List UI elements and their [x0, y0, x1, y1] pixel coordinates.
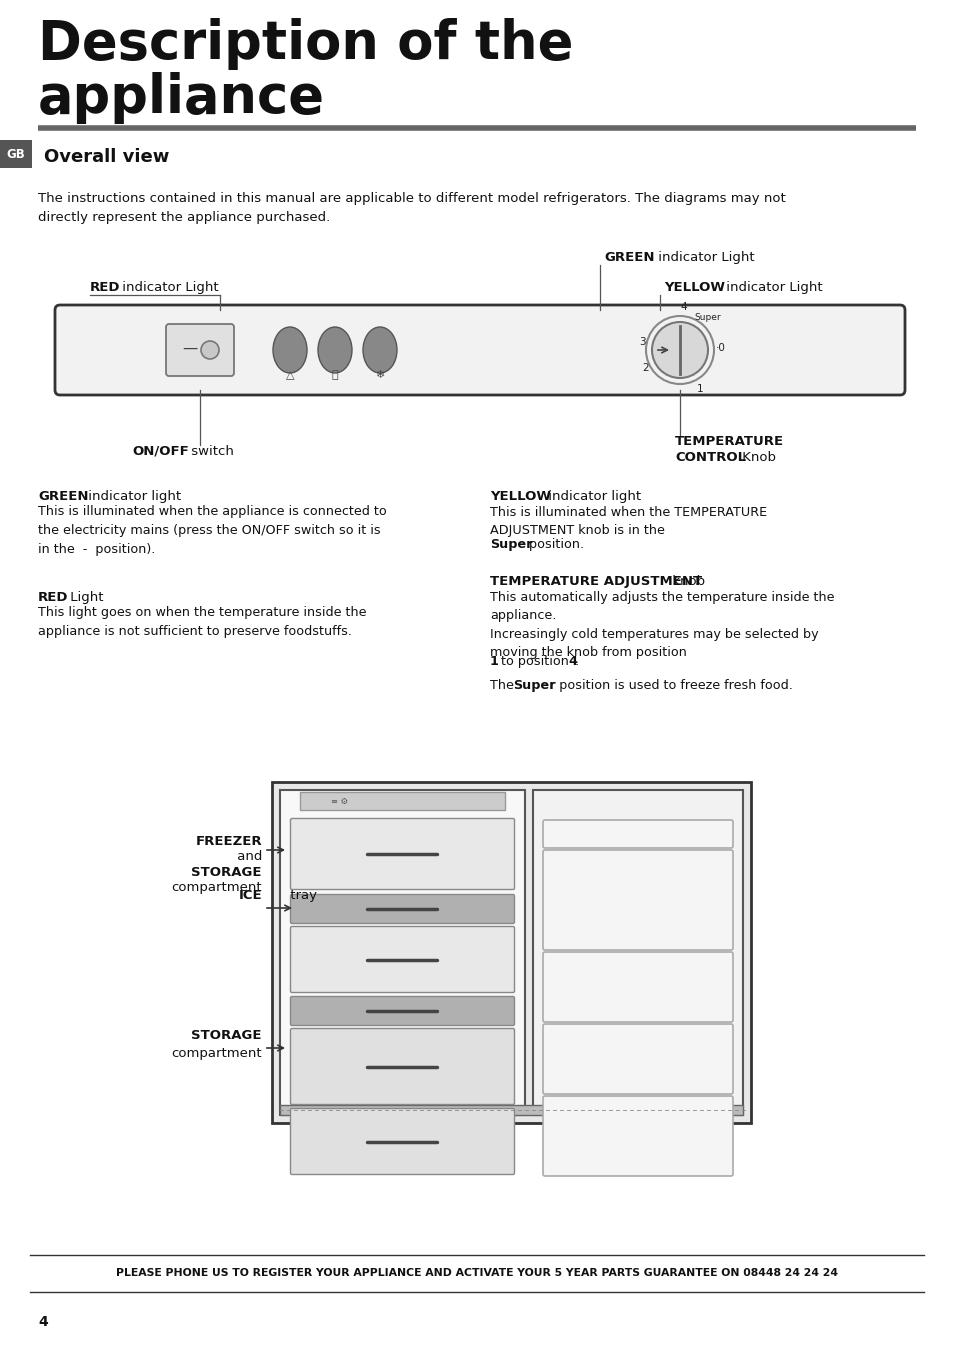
Text: This is illuminated when the TEMPERATURE
ADJUSTMENT knob is in the: This is illuminated when the TEMPERATURE…: [490, 505, 766, 537]
FancyBboxPatch shape: [542, 819, 732, 848]
Text: YELLOW: YELLOW: [663, 281, 724, 294]
Text: indicator light: indicator light: [84, 490, 181, 504]
Text: indicator Light: indicator Light: [118, 281, 218, 294]
Text: ⏻: ⏻: [332, 370, 338, 379]
FancyBboxPatch shape: [272, 782, 750, 1123]
Text: GB: GB: [7, 147, 26, 161]
Text: 4: 4: [38, 1315, 48, 1328]
Text: to position: to position: [497, 655, 572, 668]
Text: 1: 1: [490, 655, 498, 668]
Text: This is illuminated when the appliance is connected to
the electricity mains (pr: This is illuminated when the appliance i…: [38, 505, 386, 555]
FancyBboxPatch shape: [166, 324, 233, 377]
Text: indicator Light: indicator Light: [654, 251, 754, 265]
FancyBboxPatch shape: [0, 140, 32, 167]
Text: CONTROL: CONTROL: [675, 451, 745, 464]
Text: RED: RED: [90, 281, 120, 294]
Text: ON/OFF: ON/OFF: [132, 446, 189, 458]
Text: TEMPERATURE: TEMPERATURE: [675, 435, 783, 448]
FancyBboxPatch shape: [542, 1096, 732, 1176]
Text: Light: Light: [66, 591, 103, 603]
Text: ❄: ❄: [375, 370, 384, 379]
Text: 2: 2: [642, 363, 649, 373]
Text: indicator light: indicator light: [543, 490, 640, 504]
FancyBboxPatch shape: [280, 790, 524, 1115]
Text: The instructions contained in this manual are applicable to different model refr: The instructions contained in this manua…: [38, 192, 785, 224]
Ellipse shape: [317, 327, 352, 373]
Text: The: The: [490, 679, 517, 693]
FancyBboxPatch shape: [291, 818, 514, 890]
Text: Super: Super: [490, 539, 532, 551]
FancyBboxPatch shape: [542, 952, 732, 1022]
Text: r position is used to freeze fresh food.: r position is used to freeze fresh food.: [550, 679, 792, 693]
FancyBboxPatch shape: [280, 1106, 742, 1115]
Text: knob: knob: [667, 575, 704, 589]
FancyBboxPatch shape: [533, 790, 742, 1115]
Ellipse shape: [273, 327, 307, 373]
FancyBboxPatch shape: [291, 1108, 514, 1174]
FancyBboxPatch shape: [291, 895, 514, 923]
Text: 4: 4: [680, 302, 686, 312]
Text: 1: 1: [696, 383, 702, 394]
Text: STORAGE: STORAGE: [192, 1029, 262, 1042]
Text: .: .: [575, 655, 578, 668]
FancyBboxPatch shape: [299, 792, 504, 810]
Text: position.: position.: [524, 539, 583, 551]
Text: PLEASE PHONE US TO REGISTER YOUR APPLIANCE AND ACTIVATE YOUR 5 YEAR PARTS GUARAN: PLEASE PHONE US TO REGISTER YOUR APPLIAN…: [116, 1268, 837, 1278]
Text: RED: RED: [38, 591, 69, 603]
Text: 3: 3: [638, 338, 644, 347]
Text: and: and: [233, 850, 262, 864]
Text: Description of the: Description of the: [38, 18, 573, 70]
Text: indicator Light: indicator Light: [721, 281, 821, 294]
FancyBboxPatch shape: [542, 850, 732, 950]
Text: —: —: [182, 340, 197, 355]
Text: tray: tray: [286, 890, 316, 902]
Text: moving the knob from position: moving the knob from position: [490, 656, 690, 668]
FancyBboxPatch shape: [55, 305, 904, 396]
Ellipse shape: [363, 327, 396, 373]
Text: GREEN: GREEN: [38, 490, 89, 504]
FancyBboxPatch shape: [542, 1025, 732, 1094]
Text: YELLOW: YELLOW: [490, 490, 551, 504]
Text: This light goes on when the temperature inside the
appliance is not sufficient t: This light goes on when the temperature …: [38, 606, 366, 637]
FancyBboxPatch shape: [291, 1029, 514, 1104]
Circle shape: [201, 342, 219, 359]
Text: compartment: compartment: [172, 882, 262, 895]
Text: ·0: ·0: [716, 343, 725, 352]
Circle shape: [651, 323, 707, 378]
Text: ≡ ⚙: ≡ ⚙: [331, 796, 348, 806]
FancyBboxPatch shape: [291, 996, 514, 1026]
Text: Overall view: Overall view: [44, 148, 170, 166]
Text: △: △: [286, 370, 294, 379]
Text: ICE: ICE: [238, 890, 262, 902]
Text: appliance: appliance: [38, 72, 325, 124]
Text: 4: 4: [567, 655, 577, 668]
Text: TEMPERATURE ADJUSTMENT: TEMPERATURE ADJUSTMENT: [490, 575, 701, 589]
Text: This automatically adjusts the temperature inside the
appliance.
Increasingly co: This automatically adjusts the temperatu…: [490, 591, 834, 659]
Text: STORAGE: STORAGE: [192, 865, 262, 879]
Text: GREEN: GREEN: [603, 251, 654, 265]
Text: Super: Super: [693, 313, 720, 323]
Text: FREEZER: FREEZER: [195, 836, 262, 848]
Text: switch: switch: [187, 446, 233, 458]
Text: compartment: compartment: [172, 1046, 262, 1060]
FancyBboxPatch shape: [291, 926, 514, 992]
Text: Knob: Knob: [738, 451, 775, 464]
Text: Super: Super: [513, 679, 555, 693]
